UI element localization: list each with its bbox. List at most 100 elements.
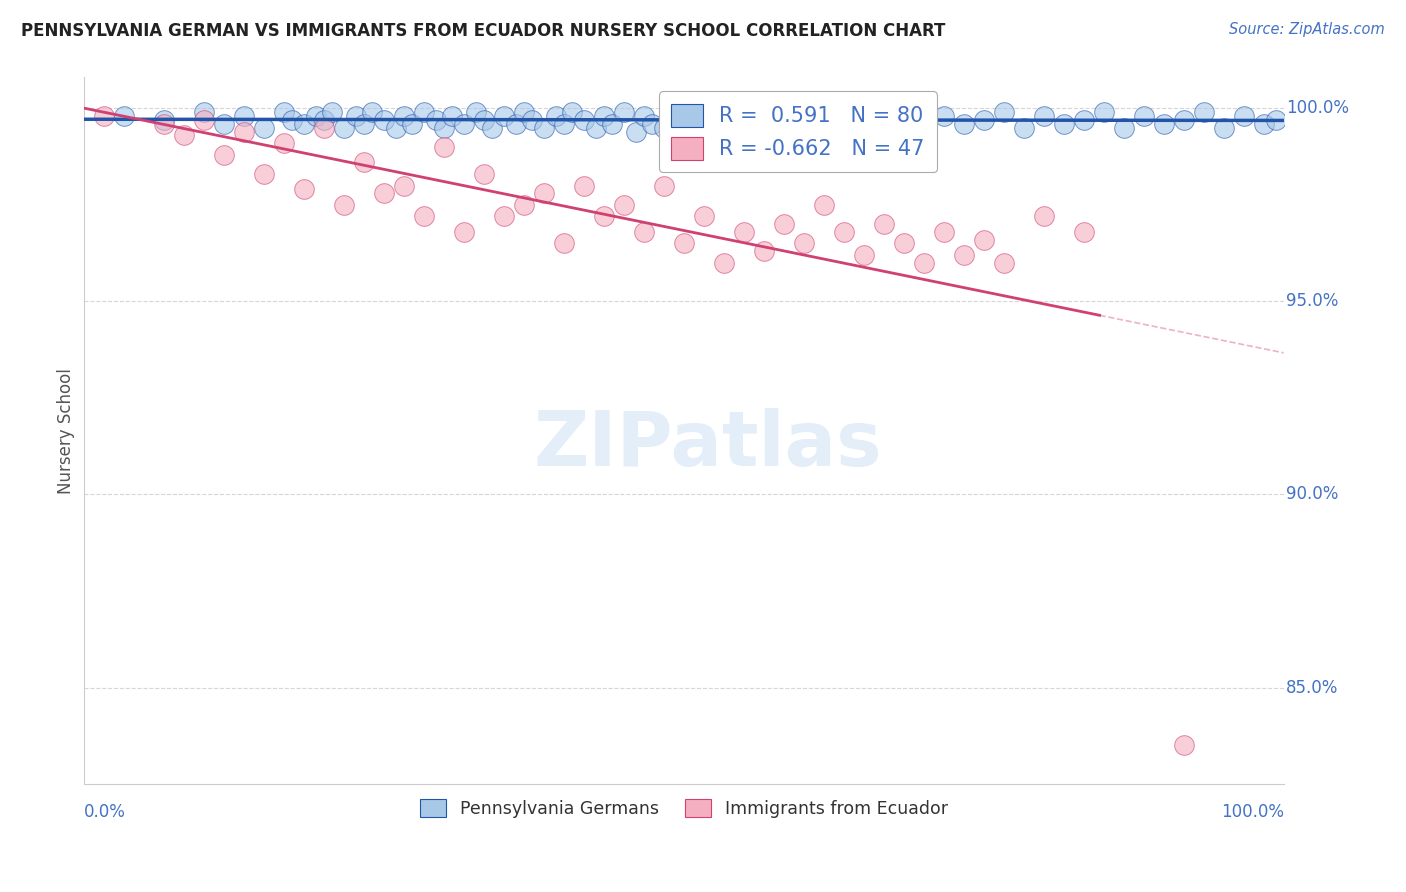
Point (672, 105, 695, 120)
Point (813, 120, 835, 135)
Point (232, 109, 254, 123)
Point (572, 178, 595, 193)
Point (273, 105, 295, 120)
Point (733, 225, 755, 239)
Point (401, 117, 423, 131)
Point (752, 244, 775, 259)
Point (212, 117, 235, 131)
Point (321, 105, 343, 120)
Point (273, 136, 295, 150)
Y-axis label: Nursery School: Nursery School (58, 368, 75, 493)
Point (332, 120, 354, 135)
Point (952, 248, 974, 262)
Text: ZIPatlas: ZIPatlas (533, 408, 882, 482)
Point (973, 233, 995, 247)
Point (472, 112, 495, 127)
Point (592, 210, 614, 224)
Point (793, 105, 815, 120)
Point (353, 117, 375, 131)
Point (432, 140, 454, 154)
Point (492, 109, 515, 123)
Point (1212, 120, 1234, 135)
Point (1032, 210, 1054, 224)
Text: 0.0%: 0.0% (83, 804, 125, 822)
Point (1112, 120, 1135, 135)
Point (664, 112, 686, 127)
Point (572, 112, 595, 127)
Point (312, 112, 335, 127)
Point (592, 109, 614, 123)
Point (1073, 225, 1095, 239)
Point (312, 120, 335, 135)
Point (464, 105, 486, 120)
Point (425, 112, 447, 127)
Point (412, 105, 434, 120)
Point (912, 120, 935, 135)
Point (505, 117, 527, 131)
Point (453, 117, 475, 131)
Point (432, 120, 454, 135)
Point (652, 178, 675, 193)
Point (252, 167, 274, 181)
Point (704, 112, 727, 127)
Point (1012, 120, 1035, 135)
Point (1264, 112, 1286, 127)
Point (112, 109, 135, 123)
Point (772, 217, 794, 231)
Point (832, 225, 855, 239)
Point (993, 105, 1015, 120)
Point (232, 124, 254, 138)
Point (613, 105, 636, 120)
Point (561, 105, 583, 120)
Point (713, 120, 735, 135)
Point (520, 112, 543, 127)
Point (481, 120, 503, 135)
Point (1052, 117, 1074, 131)
Point (553, 236, 575, 251)
Text: 90.0%: 90.0% (1286, 485, 1339, 503)
Point (280, 112, 302, 127)
Point (344, 109, 367, 123)
Point (1132, 109, 1154, 123)
Point (173, 128, 195, 143)
Point (373, 112, 395, 127)
Point (872, 217, 894, 231)
Point (893, 236, 915, 251)
Point (193, 112, 215, 127)
Text: 95.0%: 95.0% (1286, 293, 1339, 310)
Point (893, 105, 915, 120)
Point (585, 120, 607, 135)
Point (692, 210, 714, 224)
Point (252, 120, 274, 135)
Point (600, 117, 623, 131)
Point (793, 236, 815, 251)
Point (152, 112, 174, 127)
Point (720, 105, 742, 120)
Point (1073, 112, 1095, 127)
Point (332, 198, 354, 212)
Point (193, 105, 215, 120)
Point (692, 109, 714, 123)
Point (360, 105, 382, 120)
Point (932, 109, 955, 123)
Point (472, 167, 495, 181)
Point (1233, 109, 1256, 123)
Point (453, 225, 475, 239)
Text: 85.0%: 85.0% (1286, 679, 1339, 697)
Point (932, 225, 955, 239)
Point (553, 117, 575, 131)
Point (440, 109, 463, 123)
Point (872, 112, 894, 127)
Point (1032, 109, 1054, 123)
Point (852, 117, 875, 131)
Point (681, 117, 703, 131)
Text: PENNSYLVANIA GERMAN VS IMMIGRANTS FROM ECUADOR NURSERY SCHOOL CORRELATION CHART: PENNSYLVANIA GERMAN VS IMMIGRANTS FROM E… (21, 22, 945, 40)
Point (832, 109, 855, 123)
Point (672, 236, 695, 251)
Point (733, 117, 755, 131)
Point (292, 117, 315, 131)
Point (533, 186, 555, 201)
Text: 100.0%: 100.0% (1286, 99, 1348, 118)
Point (392, 109, 415, 123)
Point (212, 147, 235, 161)
